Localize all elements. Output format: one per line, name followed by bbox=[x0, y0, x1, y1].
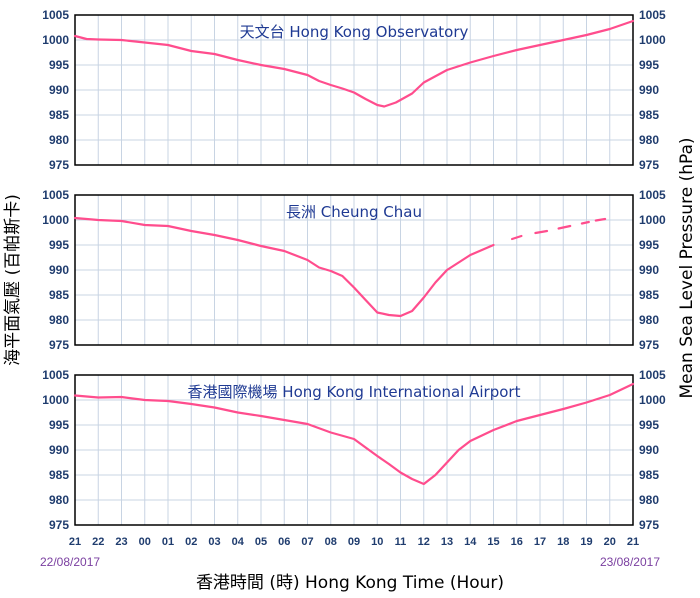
x-tick-label: 00 bbox=[139, 536, 151, 548]
y-tick-label-right: 975 bbox=[639, 338, 659, 352]
y-tick-label-right: 1005 bbox=[639, 368, 666, 382]
x-tick-label: 02 bbox=[185, 536, 197, 548]
x-axis-title: 香港時間 (時) Hong Kong Time (Hour) bbox=[196, 573, 504, 593]
y-tick-label-right: 1005 bbox=[639, 188, 666, 202]
y-tick-label-left: 975 bbox=[49, 338, 69, 352]
x-tick-label: 22 bbox=[92, 536, 104, 548]
panel-2: 975 975 980 980 985 985 990 990 995 995 1000 1000 10… bbox=[42, 368, 666, 532]
panel-title: 香港國際機場 Hong Kong International Airport bbox=[188, 383, 521, 401]
y-tick-label-right: 990 bbox=[639, 83, 659, 97]
y-tick-label-right: 1005 bbox=[639, 8, 666, 22]
x-tick-label: 23 bbox=[115, 536, 127, 548]
x-tick-label: 07 bbox=[301, 536, 313, 548]
pressure-series-line bbox=[73, 382, 635, 486]
pressure-series-line bbox=[73, 19, 635, 108]
y-tick-label-right: 980 bbox=[639, 493, 659, 507]
y-tick-label-left: 985 bbox=[49, 108, 69, 122]
y-tick-label-left: 995 bbox=[49, 418, 69, 432]
y-tick-label-right: 995 bbox=[639, 418, 659, 432]
pressure-series-line bbox=[73, 216, 607, 318]
y-tick-label-right: 980 bbox=[639, 313, 659, 327]
y-tick-label-right: 985 bbox=[639, 288, 659, 302]
x-tick-label: 03 bbox=[208, 536, 220, 548]
y-tick-label-right: 1000 bbox=[639, 213, 666, 227]
x-tick-label: 06 bbox=[278, 536, 290, 548]
y-tick-label-right: 1000 bbox=[639, 393, 666, 407]
y-tick-label-left: 1005 bbox=[42, 188, 69, 202]
x-tick-label: 19 bbox=[580, 536, 592, 548]
y-tick-label-right: 975 bbox=[639, 158, 659, 172]
y-tick-label-left: 1005 bbox=[42, 368, 69, 382]
y-tick-label-right: 990 bbox=[639, 443, 659, 457]
x-axis: 21 22 23 00 01 02 03 04 05 06 07 08 09 10 11 12 13 14 15 16… bbox=[69, 536, 639, 548]
y-tick-label-left: 1000 bbox=[42, 393, 69, 407]
panel-title: 天文台 Hong Kong Observatory bbox=[240, 23, 469, 41]
panel-frame bbox=[74, 194, 634, 346]
y-tick-label-left: 1000 bbox=[42, 213, 69, 227]
panel-0: 975 975 980 980 985 985 990 990 995 995 1000 1000 10… bbox=[42, 8, 666, 172]
panel-1: 975 975 980 980 985 985 990 990 995 995 1000 1000 10… bbox=[42, 188, 666, 352]
x-tick-label: 21 bbox=[627, 536, 639, 548]
y-tick-label-left: 995 bbox=[49, 58, 69, 72]
y-tick-label-left: 975 bbox=[49, 158, 69, 172]
x-tick-label: 17 bbox=[534, 536, 546, 548]
x-tick-label: 08 bbox=[325, 536, 337, 548]
x-tick-label: 20 bbox=[604, 536, 616, 548]
y-tick-label-right: 990 bbox=[639, 263, 659, 277]
y-tick-label-left: 990 bbox=[49, 83, 69, 97]
y-tick-label-right: 975 bbox=[639, 518, 659, 532]
x-tick-label: 16 bbox=[511, 536, 523, 548]
y-tick-label-left: 985 bbox=[49, 468, 69, 482]
y-tick-label-left: 990 bbox=[49, 263, 69, 277]
date-end-label: 23/08/2017 bbox=[600, 555, 660, 569]
y-tick-label-right: 995 bbox=[639, 238, 659, 252]
x-tick-label: 14 bbox=[464, 536, 477, 548]
x-tick-label: 04 bbox=[232, 536, 245, 548]
chart-panels: 975 975 980 980 985 985 990 990 995 995 1000 1000 10… bbox=[42, 8, 666, 532]
y-tick-label-left: 980 bbox=[49, 133, 69, 147]
y-tick-label-right: 980 bbox=[639, 133, 659, 147]
date-start-label: 22/08/2017 bbox=[40, 555, 100, 569]
x-tick-label: 15 bbox=[487, 536, 499, 548]
x-tick-label: 09 bbox=[348, 536, 360, 548]
panel-title: 長洲 Cheung Chau bbox=[286, 203, 422, 221]
y-axis-title-right: Mean Sea Level Pressure (hPa) bbox=[677, 137, 697, 398]
y-tick-label-left: 980 bbox=[49, 493, 69, 507]
y-tick-label-left: 995 bbox=[49, 238, 69, 252]
y-axis-title-left: 海平面氣壓 (百帕斯卡) bbox=[3, 194, 23, 366]
y-tick-label-right: 995 bbox=[639, 58, 659, 72]
x-tick-label: 01 bbox=[162, 536, 174, 548]
y-tick-label-right: 1000 bbox=[639, 33, 666, 47]
y-tick-label-left: 975 bbox=[49, 518, 69, 532]
y-tick-label-right: 985 bbox=[639, 468, 659, 482]
x-tick-label: 12 bbox=[418, 536, 430, 548]
y-tick-label-left: 980 bbox=[49, 313, 69, 327]
x-tick-label: 18 bbox=[557, 536, 569, 548]
y-tick-label-left: 985 bbox=[49, 288, 69, 302]
y-tick-label-right: 985 bbox=[639, 108, 659, 122]
y-tick-label-left: 990 bbox=[49, 443, 69, 457]
panel-frame bbox=[74, 14, 634, 166]
x-tick-label: 11 bbox=[395, 536, 407, 548]
x-tick-label: 13 bbox=[441, 536, 453, 548]
y-tick-label-left: 1000 bbox=[42, 33, 69, 47]
y-tick-label-left: 1005 bbox=[42, 8, 69, 22]
x-tick-label: 10 bbox=[371, 536, 383, 548]
x-tick-label: 21 bbox=[69, 536, 81, 548]
x-tick-label: 05 bbox=[255, 536, 267, 548]
panel-frame bbox=[74, 374, 634, 526]
